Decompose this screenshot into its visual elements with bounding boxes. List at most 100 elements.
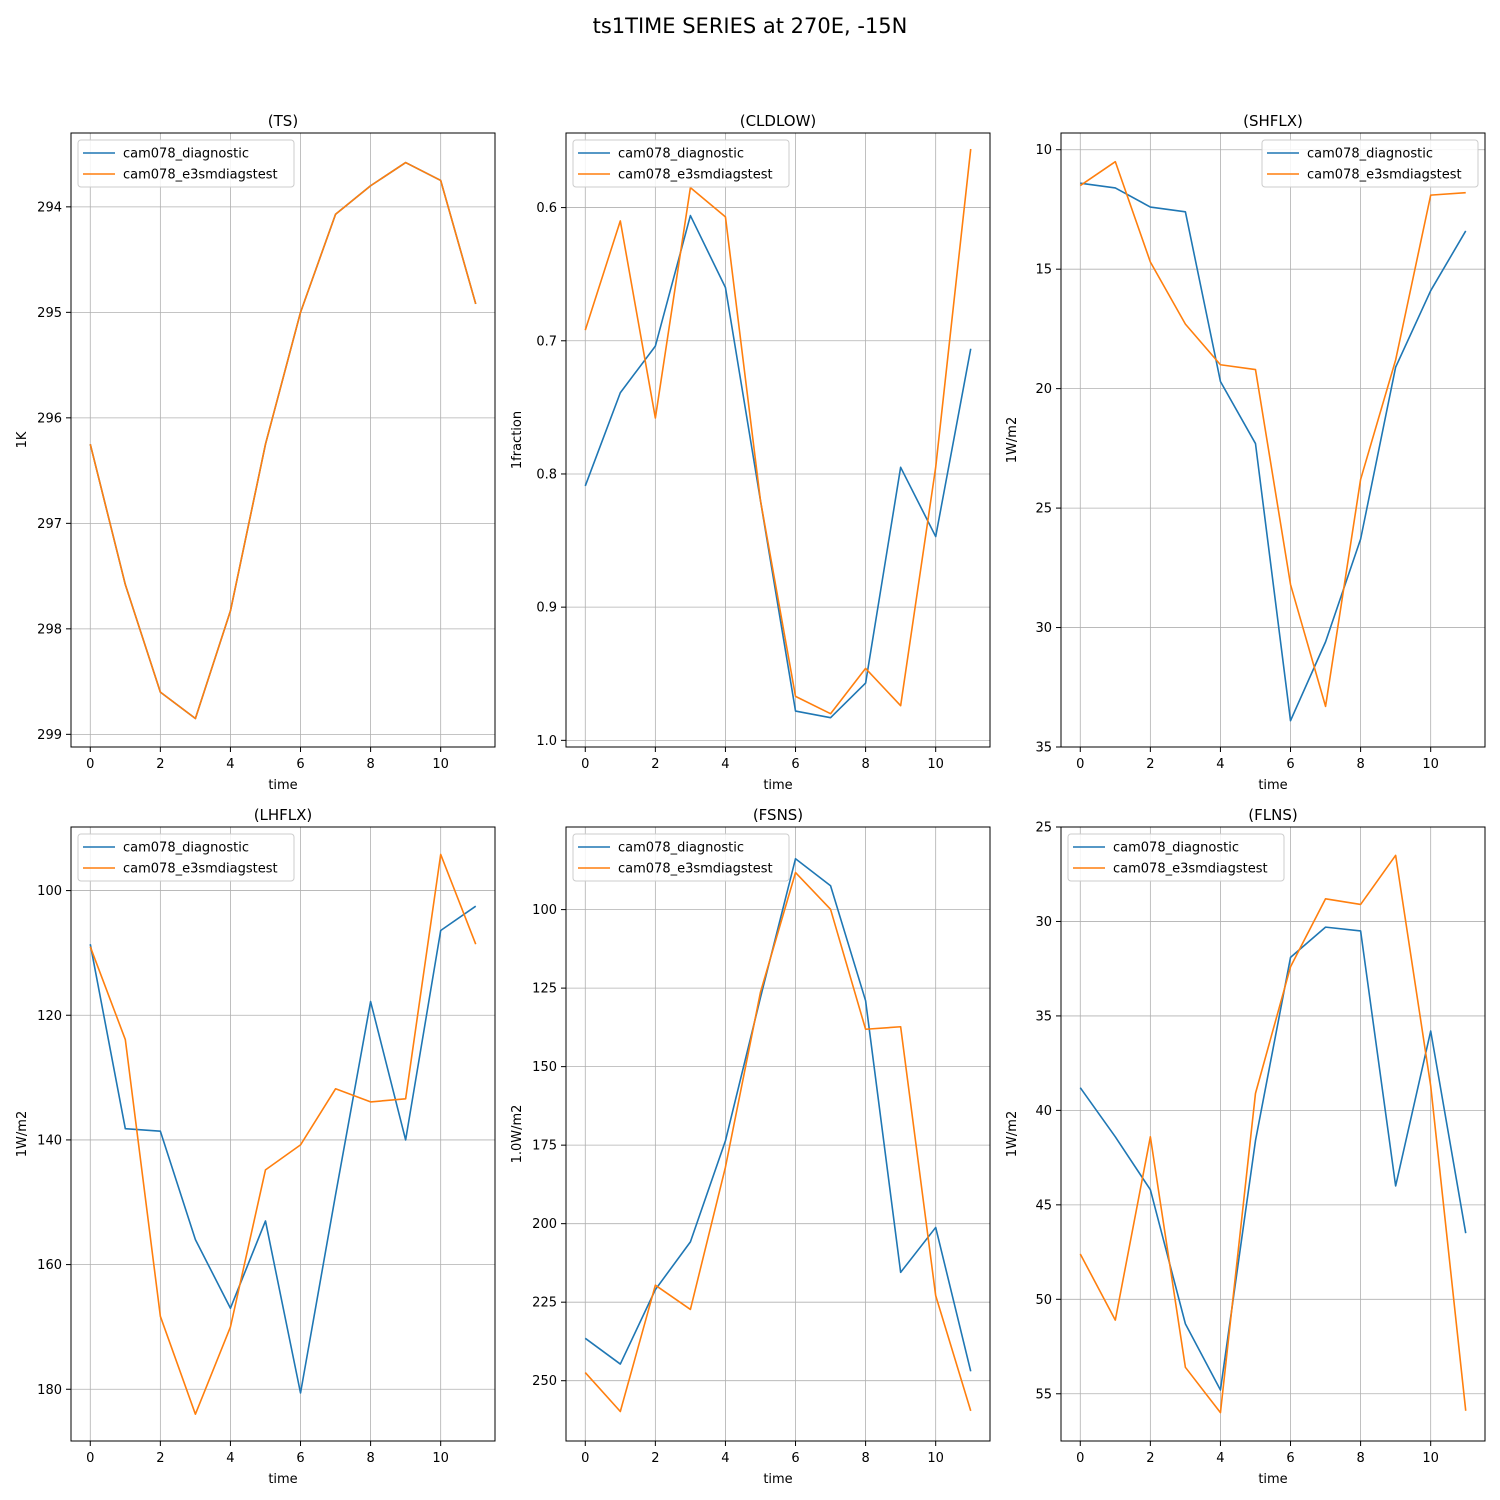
series-line-0 <box>1079 926 1467 1391</box>
y-tick-label: 299 <box>37 728 62 743</box>
legend-entry-0: cam078_diagnostic <box>123 147 249 162</box>
legend-entry-1: cam078_e3smdiagstest <box>618 168 773 183</box>
y-tick-label: 50 <box>1035 1293 1052 1308</box>
y-tick-label: 298 <box>37 622 62 637</box>
y-tick-label: 40 <box>1035 1104 1052 1119</box>
chart-panel-1: 0 2 4 6 8 10 0.6 0.7 0.8 0.9 1.0 (CLDLOW) time 1fract… <box>510 112 991 793</box>
y-tick-label: 30 <box>1035 915 1052 930</box>
panel-title: (FLNS) <box>1248 806 1297 824</box>
y-axis-label: 1K <box>15 431 30 448</box>
y-tick-label: 296 <box>37 411 62 426</box>
y-tick-label: 0.7 <box>536 334 557 349</box>
panel-title: (CLDLOW) <box>740 112 817 130</box>
legend-box <box>1261 139 1479 188</box>
legend: cam078_diagnostic cam078_e3smdiagstest <box>572 833 790 882</box>
series-line-0 <box>584 857 972 1372</box>
legend: cam078_diagnostic cam078_e3smdiagstest <box>572 139 790 188</box>
x-tick-label: 0 <box>86 1451 94 1466</box>
figure-title: ts1TIME SERIES at 270E, -15N <box>592 14 908 38</box>
series-line-1 <box>89 853 477 1415</box>
x-tick-label: 6 <box>296 757 304 772</box>
plot-frame <box>1060 132 1486 748</box>
x-tick-label: 0 <box>1076 757 1084 772</box>
x-tick-label: 2 <box>1146 1451 1154 1466</box>
x-tick-label: 2 <box>651 1451 659 1466</box>
series-line-1 <box>89 161 477 720</box>
x-tick-label: 8 <box>366 1451 374 1466</box>
x-tick-label: 8 <box>366 757 374 772</box>
x-axis-label: time <box>1258 1472 1287 1487</box>
x-tick-label: 4 <box>226 757 234 772</box>
y-tick-label: 0.9 <box>536 601 557 616</box>
series-line-1 <box>584 148 972 715</box>
y-tick-label: 297 <box>37 517 62 532</box>
y-tick-label: 55 <box>1035 1387 1052 1402</box>
plot-frame <box>70 132 496 748</box>
x-tick-label: 8 <box>861 757 869 772</box>
x-axis-label: time <box>268 1472 297 1487</box>
y-axis-label: 1W/m2 <box>1005 417 1020 463</box>
legend-box <box>572 139 790 188</box>
legend-entry-1: cam078_e3smdiagstest <box>123 168 278 183</box>
y-tick-label: 295 <box>37 306 62 321</box>
y-tick-label: 140 <box>37 1133 62 1148</box>
legend: cam078_diagnostic cam078_e3smdiagstest <box>1261 139 1479 188</box>
y-axis-label: 1W/m2 <box>1005 1111 1020 1157</box>
y-tick-label: 120 <box>37 1009 62 1024</box>
y-tick-label: 180 <box>37 1383 62 1398</box>
x-tick-label: 4 <box>721 1451 729 1466</box>
x-tick-label: 10 <box>1422 757 1439 772</box>
x-tick-label: 2 <box>156 757 164 772</box>
series-line-1 <box>1079 854 1467 1414</box>
y-axis-label: 1.0W/m2 <box>510 1105 525 1164</box>
x-tick-label: 2 <box>1146 757 1154 772</box>
x-tick-label: 4 <box>1216 757 1224 772</box>
x-tick-label: 10 <box>1422 1451 1439 1466</box>
y-tick-label: 25 <box>1035 502 1052 517</box>
x-tick-label: 6 <box>791 1451 799 1466</box>
x-tick-label: 2 <box>156 1451 164 1466</box>
x-tick-label: 0 <box>86 757 94 772</box>
x-tick-label: 10 <box>927 1451 944 1466</box>
y-tick-label: 175 <box>532 1139 557 1154</box>
y-tick-label: 250 <box>532 1374 557 1389</box>
y-axis-label: 1fraction <box>510 411 525 469</box>
x-tick-label: 6 <box>791 757 799 772</box>
plot-frame <box>565 132 991 748</box>
y-tick-label: 15 <box>1035 263 1052 278</box>
y-tick-label: 45 <box>1035 1198 1052 1213</box>
plot-frame <box>565 826 991 1442</box>
series-line-0 <box>584 214 972 719</box>
x-tick-label: 0 <box>581 757 589 772</box>
legend-box <box>1067 833 1285 882</box>
x-tick-label: 4 <box>226 1451 234 1466</box>
x-tick-label: 0 <box>1076 1451 1084 1466</box>
x-tick-label: 6 <box>1286 757 1294 772</box>
y-tick-label: 100 <box>532 903 557 918</box>
y-tick-label: 0.8 <box>536 467 557 482</box>
x-tick-label: 4 <box>721 757 729 772</box>
x-tick-label: 8 <box>1356 757 1364 772</box>
y-tick-label: 35 <box>1035 741 1052 756</box>
panel-title: (FSNS) <box>753 806 803 824</box>
panel-title: (SHFLX) <box>1243 112 1303 130</box>
x-tick-label: 6 <box>296 1451 304 1466</box>
x-tick-label: 8 <box>861 1451 869 1466</box>
y-tick-label: 100 <box>37 884 62 899</box>
panel-title: (TS) <box>268 112 298 130</box>
panel-title: (LHFLX) <box>254 806 313 824</box>
x-tick-label: 2 <box>651 757 659 772</box>
legend-entry-1: cam078_e3smdiagstest <box>1113 862 1268 877</box>
y-tick-label: 10 <box>1035 143 1052 158</box>
x-tick-label: 10 <box>432 757 449 772</box>
legend-entry-0: cam078_diagnostic <box>618 841 744 856</box>
chart-panel-4: 0 2 4 6 8 10 100 125 150 175 200 225 250 (FSNS) time 1.… <box>510 806 991 1487</box>
x-axis-label: time <box>268 778 297 793</box>
series-line-0 <box>89 905 477 1394</box>
series-line-0 <box>89 161 477 720</box>
x-tick-label: 4 <box>1216 1451 1224 1466</box>
y-tick-label: 160 <box>37 1258 62 1273</box>
x-axis-label: time <box>1258 778 1287 793</box>
y-tick-label: 25 <box>1035 821 1052 836</box>
